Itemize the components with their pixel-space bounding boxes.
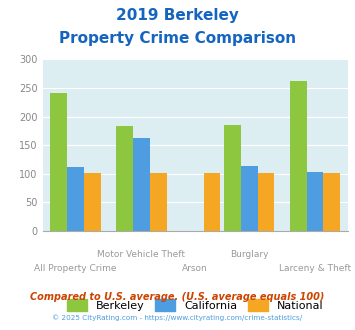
Bar: [257, 173, 274, 231]
Text: Property Crime Comparison: Property Crime Comparison: [59, 31, 296, 46]
Text: Compared to U.S. average. (U.S. average equals 100): Compared to U.S. average. (U.S. average …: [30, 292, 325, 302]
Text: © 2025 CityRating.com - https://www.cityrating.com/crime-statistics/: © 2025 CityRating.com - https://www.city…: [53, 314, 302, 321]
Bar: [204, 173, 220, 231]
Bar: [116, 126, 133, 231]
Bar: [224, 125, 241, 231]
Text: Motor Vehicle Theft: Motor Vehicle Theft: [97, 250, 185, 259]
Bar: [307, 172, 323, 231]
Text: Larceny & Theft: Larceny & Theft: [279, 264, 351, 273]
Bar: [150, 173, 166, 231]
Text: Arson: Arson: [182, 264, 208, 273]
Bar: [241, 166, 257, 231]
Bar: [133, 138, 150, 231]
Bar: [84, 173, 101, 231]
Bar: [290, 81, 307, 231]
Text: Burglary: Burglary: [230, 250, 268, 259]
Bar: [50, 93, 67, 231]
Text: All Property Crime: All Property Crime: [34, 264, 117, 273]
Bar: [323, 173, 340, 231]
Legend: Berkeley, California, National: Berkeley, California, National: [62, 295, 328, 315]
Text: 2019 Berkeley: 2019 Berkeley: [116, 8, 239, 23]
Bar: [67, 167, 84, 231]
